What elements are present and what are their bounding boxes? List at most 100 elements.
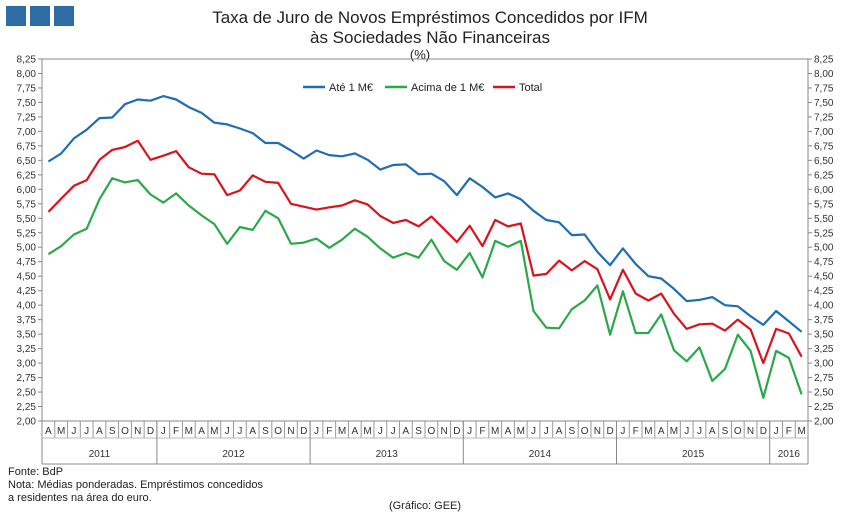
month-label: D <box>606 426 613 437</box>
month-label: O <box>734 426 742 437</box>
month-label: J <box>378 426 383 437</box>
month-label: F <box>326 426 332 437</box>
month-label: M <box>210 426 218 437</box>
month-label: S <box>722 426 729 437</box>
y-tick-label-left: 3,00 <box>17 359 37 370</box>
y-tick-label-left: 5,25 <box>17 228 37 239</box>
logo <box>6 6 74 26</box>
y-tick-label-right: 4,75 <box>814 257 834 268</box>
month-label: J <box>774 426 779 437</box>
y-tick-label-right: 6,75 <box>814 141 834 152</box>
y-tick-label-right: 6,25 <box>814 170 834 181</box>
y-tick-label-left: 2,00 <box>17 417 37 428</box>
month-label: J <box>71 426 76 437</box>
y-tick-label-left: 6,50 <box>17 156 37 167</box>
series-line-1 <box>47 94 803 333</box>
month-label: A <box>709 426 716 437</box>
month-label: A <box>556 426 563 437</box>
y-tick-label-left: 5,00 <box>17 243 37 254</box>
month-label: M <box>491 426 499 437</box>
y-tick-label-right: 3,50 <box>814 330 834 341</box>
logo-square-1 <box>6 6 26 26</box>
title-line-1: Taxa de Juro de Novos Empréstimos Conced… <box>212 8 648 27</box>
month-label: J <box>314 426 319 437</box>
month-label: D <box>147 426 154 437</box>
y-tick-label-right: 6,50 <box>814 156 834 167</box>
y-tick-label-left: 3,50 <box>17 330 37 341</box>
y-tick-label-right: 7,50 <box>814 98 834 109</box>
y-tick-label-right: 5,00 <box>814 243 834 254</box>
y-tick-label-left: 4,00 <box>17 301 37 312</box>
y-tick-label-right: 5,75 <box>814 199 834 210</box>
month-label: J <box>531 426 536 437</box>
y-tick-label-left: 3,75 <box>17 315 37 326</box>
y-tick-label-right: 3,00 <box>814 359 834 370</box>
y-tick-label-left: 4,75 <box>17 257 37 268</box>
y-tick-label-left: 6,25 <box>17 170 37 181</box>
month-label: J <box>225 426 230 437</box>
series-line-2 <box>47 177 803 399</box>
y-tick-label-right: 7,75 <box>814 83 834 94</box>
y-tick-label-left: 2,25 <box>17 402 37 413</box>
month-label: A <box>249 426 256 437</box>
month-label: F <box>479 426 485 437</box>
y-tick-label-left: 7,00 <box>17 127 37 138</box>
month-label: S <box>262 426 269 437</box>
y-tick-label-left: 2,75 <box>17 373 37 384</box>
month-label: J <box>544 426 549 437</box>
y-tick-label-right: 2,50 <box>814 388 834 399</box>
y-tick-label-right: 4,00 <box>814 301 834 312</box>
y-tick-label-right: 5,25 <box>814 228 834 239</box>
y-tick-label-left: 7,75 <box>17 83 37 94</box>
month-label: F <box>633 426 639 437</box>
month-label: N <box>594 426 601 437</box>
month-label: D <box>760 426 767 437</box>
note-line-1: Nota: Médias ponderadas. Empréstimos con… <box>8 479 263 491</box>
logo-square-3 <box>54 6 74 26</box>
y-tick-label-right: 8,25 <box>814 55 834 66</box>
y-tick-label-right: 4,25 <box>814 286 834 297</box>
plot-area <box>41 58 809 422</box>
graph-credit: (Gráfico: GEE) <box>388 500 462 512</box>
legend-label-1: Até 1 M€ <box>329 82 373 94</box>
chart-title: Taxa de Juro de Novos Empréstimos Conced… <box>170 8 690 48</box>
month-label: F <box>173 426 179 437</box>
month-label: J <box>161 426 166 437</box>
month-label: S <box>109 426 116 437</box>
y-tick-label-right: 7,25 <box>814 112 834 123</box>
y-tick-label-left: 6,75 <box>17 141 37 152</box>
logo-square-2 <box>30 6 50 26</box>
month-label: J <box>620 426 625 437</box>
month-label: A <box>351 426 358 437</box>
month-label: A <box>96 426 103 437</box>
y-tick-label-right: 5,50 <box>814 214 834 225</box>
y-tick-label-left: 6,00 <box>17 185 37 196</box>
month-label: S <box>568 426 575 437</box>
month-label: M <box>797 426 805 437</box>
y-tick-label-left: 8,25 <box>17 55 37 66</box>
month-label: J <box>684 426 689 437</box>
month-label: N <box>747 426 754 437</box>
legend-label-3: Total <box>519 82 542 94</box>
y-tick-label-right: 2,25 <box>814 402 834 413</box>
series-line-3 <box>47 139 803 365</box>
year-label: 2011 <box>89 449 111 460</box>
y-tick-label-left: 5,50 <box>17 214 37 225</box>
month-label: A <box>198 426 205 437</box>
year-label: 2015 <box>682 449 705 460</box>
y-tick-label-left: 7,50 <box>17 98 37 109</box>
month-label: S <box>415 426 422 437</box>
month-label: F <box>786 426 792 437</box>
month-label: M <box>363 426 371 437</box>
y-tick-label-left: 5,75 <box>17 199 37 210</box>
note-line-2: a residentes na área do euro. <box>8 492 152 504</box>
month-label: J <box>237 426 242 437</box>
month-label: D <box>300 426 307 437</box>
y-tick-label-left: 4,25 <box>17 286 37 297</box>
y-tick-label-left: 4,50 <box>17 272 37 283</box>
month-label: O <box>427 426 435 437</box>
month-label: A <box>45 426 52 437</box>
y-tick-label-left: 7,25 <box>17 112 37 123</box>
y-tick-label-right: 6,00 <box>814 185 834 196</box>
unit-label: (%) <box>409 47 431 62</box>
